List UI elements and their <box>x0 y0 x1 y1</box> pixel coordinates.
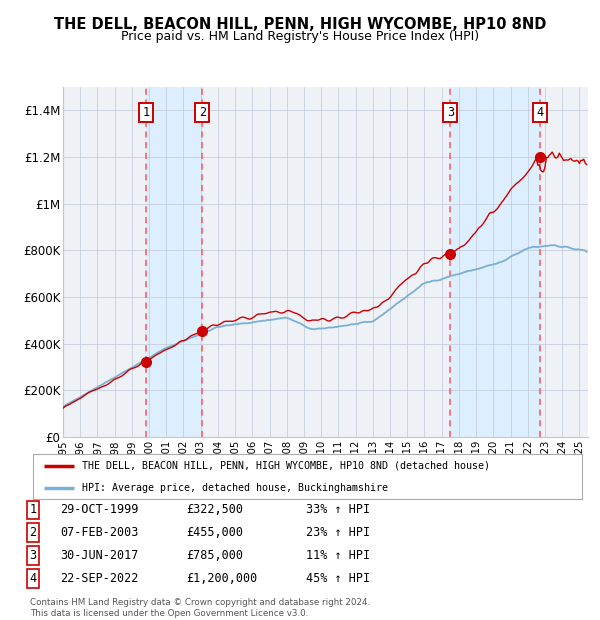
Text: 1: 1 <box>143 106 150 119</box>
Text: 45% ↑ HPI: 45% ↑ HPI <box>306 572 370 585</box>
Text: 2: 2 <box>199 106 206 119</box>
Text: Price paid vs. HM Land Registry's House Price Index (HPI): Price paid vs. HM Land Registry's House … <box>121 30 479 43</box>
Text: 1: 1 <box>29 503 37 516</box>
Bar <box>146 87 202 437</box>
Text: 2: 2 <box>29 526 37 539</box>
Text: THE DELL, BEACON HILL, PENN, HIGH WYCOMBE, HP10 8ND (detached house): THE DELL, BEACON HILL, PENN, HIGH WYCOMB… <box>82 461 490 471</box>
Text: 4: 4 <box>29 572 37 585</box>
Text: Contains HM Land Registry data © Crown copyright and database right 2024.
This d: Contains HM Land Registry data © Crown c… <box>30 598 370 618</box>
Text: 4: 4 <box>536 106 544 119</box>
Text: £1,200,000: £1,200,000 <box>186 572 257 585</box>
Text: 11% ↑ HPI: 11% ↑ HPI <box>306 549 370 562</box>
Text: HPI: Average price, detached house, Buckinghamshire: HPI: Average price, detached house, Buck… <box>82 483 388 493</box>
Text: 22-SEP-2022: 22-SEP-2022 <box>60 572 139 585</box>
Text: £322,500: £322,500 <box>186 503 243 516</box>
Text: 23% ↑ HPI: 23% ↑ HPI <box>306 526 370 539</box>
Bar <box>450 87 540 437</box>
Text: 3: 3 <box>29 549 37 562</box>
Text: 29-OCT-1999: 29-OCT-1999 <box>60 503 139 516</box>
Text: £455,000: £455,000 <box>186 526 243 539</box>
Text: £785,000: £785,000 <box>186 549 243 562</box>
Text: 3: 3 <box>447 106 454 119</box>
Text: 07-FEB-2003: 07-FEB-2003 <box>60 526 139 539</box>
Text: 30-JUN-2017: 30-JUN-2017 <box>60 549 139 562</box>
Text: THE DELL, BEACON HILL, PENN, HIGH WYCOMBE, HP10 8ND: THE DELL, BEACON HILL, PENN, HIGH WYCOMB… <box>54 17 546 32</box>
Text: 33% ↑ HPI: 33% ↑ HPI <box>306 503 370 516</box>
